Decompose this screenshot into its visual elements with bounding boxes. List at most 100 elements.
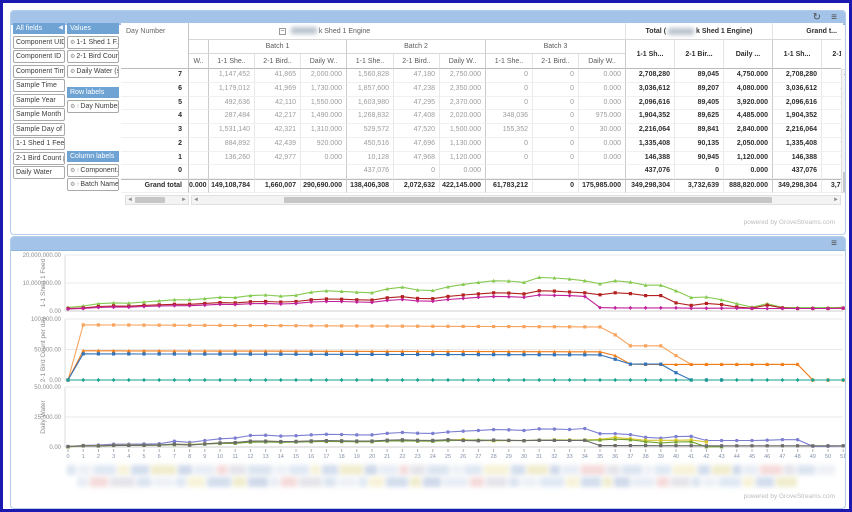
point-birds-total — [188, 324, 191, 327]
legend-block-redacted — [719, 477, 741, 487]
legend-block-redacted — [581, 465, 605, 475]
point-birds-series-4 — [735, 378, 739, 382]
pivot-cell: 437,076 — [773, 165, 822, 179]
all-fields-header[interactable]: All fields◀ — [13, 23, 65, 34]
pivot-cell — [189, 110, 209, 124]
point-water-total — [690, 435, 693, 438]
legend-block-redacted — [797, 465, 815, 475]
scrollbar-thumb[interactable] — [843, 172, 846, 192]
point-water-total — [750, 439, 753, 442]
scroll-right-icon[interactable]: ► — [180, 196, 188, 204]
pivot-cell: 2,216,064 — [626, 124, 675, 138]
gear-icon[interactable]: ⚙ — [70, 168, 75, 174]
point-birds-series-3 — [325, 353, 328, 356]
x-tick-label: 21 — [384, 454, 390, 460]
x-tick-label: 16 — [308, 454, 314, 460]
collapse-box-icon[interactable]: − — [279, 28, 286, 35]
point-birds-total — [568, 325, 571, 328]
point-birds-series-4 — [568, 378, 572, 382]
legend-block-redacted — [733, 465, 741, 475]
legend-block-redacted — [443, 477, 468, 487]
pivot-cell: 89,625 — [822, 110, 841, 124]
point-feed-series-2 — [538, 289, 541, 292]
gear-icon[interactable]: ⚙ — [70, 182, 75, 188]
legend-block-redacted — [521, 477, 538, 487]
field-item-sample-time[interactable]: Sample Time — [13, 79, 65, 92]
legend-redacted-row-1 — [67, 465, 835, 475]
pivot-cell: 155,352 — [486, 124, 533, 138]
point-water-series-4 — [462, 439, 465, 442]
x-tick-label: 39 — [658, 454, 664, 460]
field-item-sample-month[interactable]: Sample Month — [13, 108, 65, 121]
legend-block-redacted — [566, 477, 579, 487]
field-item-sample-year[interactable]: Sample Year — [13, 94, 65, 107]
pivot-vscrollbar[interactable]: ▲ — [841, 69, 846, 193]
point-water-series-4 — [431, 439, 434, 442]
legend-block-redacted — [509, 477, 519, 487]
scroll-left-icon[interactable]: ◄ — [126, 196, 134, 204]
point-water-total — [386, 432, 389, 435]
pivot-cell: 2,370.000 — [440, 97, 486, 111]
pivot-measure-header: 2-1 Bird.. — [533, 54, 579, 69]
x-tick-label: 44 — [734, 454, 740, 460]
point-birds-series-3 — [264, 353, 267, 356]
pivot-cell: 89,045 — [822, 69, 841, 83]
scroll-left-icon[interactable]: ◄ — [192, 196, 200, 204]
zone-item-daily-water-s[interactable]: ⚙Daily Water (s... — [67, 65, 119, 78]
zone-item-day-number[interactable]: ⚙↑Day Number — [67, 100, 119, 113]
scrollbar-thumb[interactable] — [284, 197, 772, 203]
scrollbar-thumb[interactable] — [135, 197, 165, 203]
page: ↻ ≡ All fields◀Component UIDComponent ID… — [0, 0, 852, 512]
datapane-hscrollbar[interactable]: ◄ ► — [191, 195, 841, 205]
pivot-header-spacer — [189, 40, 209, 54]
point-water-series-4 — [294, 440, 297, 443]
x-tick-label: 27 — [475, 454, 481, 460]
pivot-cell — [189, 152, 209, 166]
gear-icon[interactable]: ⚙ — [70, 40, 75, 46]
x-tick-label: 29 — [506, 454, 512, 460]
pivot-row-label: 4 — [121, 110, 189, 124]
pivot-total-measure-header: Daily ... — [724, 40, 773, 69]
point-water-series-4 — [507, 439, 510, 442]
field-item-component-uid[interactable]: Component UID — [13, 36, 65, 49]
gear-icon[interactable]: ⚙ — [70, 104, 75, 110]
point-water-series-4 — [66, 445, 69, 448]
pivot-cell: 0.000 — [301, 152, 347, 166]
pivot-cell: 0.000 — [579, 83, 626, 97]
field-item-1-1-shed-1-feed[interactable]: 1-1 Shed 1 Feed — [13, 137, 65, 150]
field-item-component-tim[interactable]: Component Tim... — [13, 65, 65, 78]
zone-item-1-1-shed-1-f[interactable]: ⚙1-1 Shed 1 F... — [67, 36, 119, 49]
pivot-cell: 1,550.000 — [301, 97, 347, 111]
gear-icon[interactable]: ⚙ — [70, 69, 75, 75]
point-water-total — [264, 434, 267, 437]
pivot-cell: 146,388 — [626, 152, 675, 166]
legend-block-redacted — [550, 465, 560, 475]
field-item-2-1-bird-count-p[interactable]: 2-1 Bird Count p... — [13, 152, 65, 165]
field-item-sample-day-of[interactable]: Sample Day of ... — [13, 123, 65, 136]
rowpane-hscrollbar[interactable]: ◄ ► — [125, 195, 189, 205]
zone-item-batch-name[interactable]: ⚙↑Batch Name — [67, 178, 119, 191]
field-item-daily-water[interactable]: Daily Water — [13, 166, 65, 179]
legend-block-redacted — [386, 477, 408, 487]
pivot-cell: 2,840.000 — [724, 124, 773, 138]
pivot-group-header-engine[interactable]: −k Shed 1 Engine — [189, 23, 626, 40]
point-birds-series-3 — [370, 353, 373, 356]
pivot-total-header: Total (k Shed 1 Engine) — [626, 23, 773, 40]
gear-icon[interactable]: ⚙ — [70, 54, 75, 60]
pivot-cell: 0 — [486, 138, 533, 152]
scroll-up-icon[interactable]: ▲ — [842, 70, 846, 78]
field-item-component-id[interactable]: Component ID — [13, 50, 65, 63]
point-birds-series-4 — [370, 378, 374, 382]
legend-block-redacted — [151, 465, 176, 475]
legend-block-redacted — [359, 477, 367, 487]
point-feed-series-2 — [568, 290, 571, 293]
point-water-total — [173, 440, 176, 443]
legend-block-redacted — [743, 477, 754, 487]
zone-item-component[interactable]: ⚙↑Component... — [67, 164, 119, 177]
legend-block-redacted — [369, 477, 384, 487]
zone-item-2-1-bird-coun[interactable]: ⚙2-1 Bird Coun... — [67, 50, 119, 63]
scroll-right-icon[interactable]: ► — [832, 196, 840, 204]
pivot-cell: 0.000 — [579, 152, 626, 166]
collapse-icon[interactable]: ◀ — [58, 23, 63, 34]
pivot-row-label: 7 — [121, 69, 189, 83]
